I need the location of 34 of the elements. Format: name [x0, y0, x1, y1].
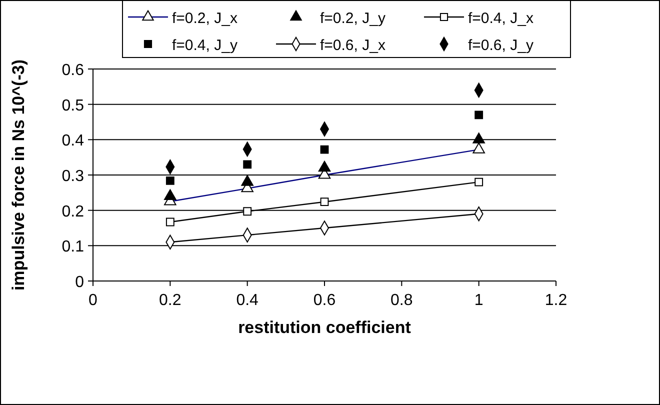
x-tick-label: 0.4 — [236, 292, 259, 309]
point — [166, 176, 174, 185]
y-tick-label: 0 — [75, 274, 84, 291]
x-tick-label: 1.2 — [544, 292, 568, 309]
legend-label: f=0.6, J_y — [468, 37, 534, 54]
x-tick-label: 0.2 — [159, 292, 182, 309]
legend-label: f=0.4, J_x — [468, 10, 534, 27]
point — [243, 160, 252, 169]
y-tick-label: 0.3 — [62, 168, 84, 185]
legend-label: f=0.6, J_x — [320, 37, 386, 54]
point — [472, 132, 485, 144]
point — [320, 198, 329, 206]
x-axis-title: restitution coefficient — [238, 318, 412, 337]
point — [166, 218, 174, 226]
y-tick-label: 0.4 — [62, 132, 84, 150]
point — [474, 110, 484, 120]
point — [320, 145, 329, 154]
point — [241, 175, 254, 186]
y-tick-label: 0.1 — [62, 238, 84, 256]
point — [243, 207, 252, 216]
legend-label: f=0.2, J_x — [172, 10, 238, 27]
y-axis-title: impulsive force in Ns 10^(-3) — [9, 60, 28, 290]
x-tick-label: 1 — [474, 292, 484, 309]
y-tick-label: 0.2 — [62, 203, 84, 220]
x-tick-label: 0.8 — [390, 292, 413, 309]
y-tick-label: 0.5 — [62, 97, 84, 114]
legend-label: f=0.4, J_y — [172, 37, 238, 54]
point — [318, 160, 331, 172]
point — [164, 189, 176, 200]
x-tick-label: 0 — [88, 292, 98, 309]
point — [474, 178, 484, 186]
x-tick-label: 0.6 — [313, 292, 336, 309]
legend-label: f=0.2, J_y — [320, 10, 386, 27]
y-tick-label: 0.6 — [62, 62, 84, 79]
